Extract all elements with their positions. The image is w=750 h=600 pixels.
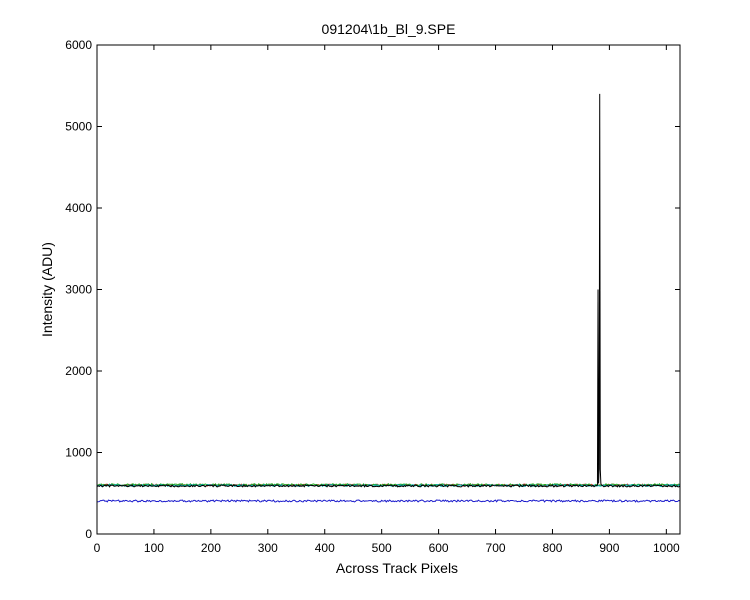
x-tick-label: 700 (486, 541, 506, 555)
x-tick-label: 900 (599, 541, 619, 555)
x-tick-label: 200 (201, 541, 221, 555)
y-tick-label: 5000 (65, 120, 92, 134)
series-layer (96, 93, 681, 503)
x-tick-label: 300 (258, 541, 278, 555)
series-line-1 (96, 93, 681, 488)
y-axis-title: Intensity (ADU) (39, 242, 55, 337)
y-tick-label: 3000 (65, 283, 92, 297)
ticks-layer: 0 100 200 300 400 500 600 700 800 900 1000 0 1000 200… (65, 38, 680, 555)
x-tick-label: 500 (372, 541, 392, 555)
y-tick-label: 1000 (65, 446, 92, 460)
series-line-5 (96, 499, 681, 503)
x-tick-label: 1000 (653, 541, 680, 555)
x-axis-title: Across Track Pixels (336, 560, 458, 576)
y-tick-label: 4000 (65, 201, 92, 215)
x-tick-label: 100 (144, 541, 164, 555)
y-tick-label: 6000 (65, 38, 92, 52)
plot-area (97, 45, 680, 534)
x-tick-label: 0 (94, 541, 101, 555)
y-tick-label: 2000 (65, 364, 92, 378)
x-tick-label: 600 (429, 541, 449, 555)
y-tick-label: 0 (85, 527, 92, 541)
chart-title: 091204\1b_Bl_9.SPE (322, 21, 456, 37)
x-tick-label: 800 (542, 541, 562, 555)
x-tick-label: 400 (315, 541, 335, 555)
